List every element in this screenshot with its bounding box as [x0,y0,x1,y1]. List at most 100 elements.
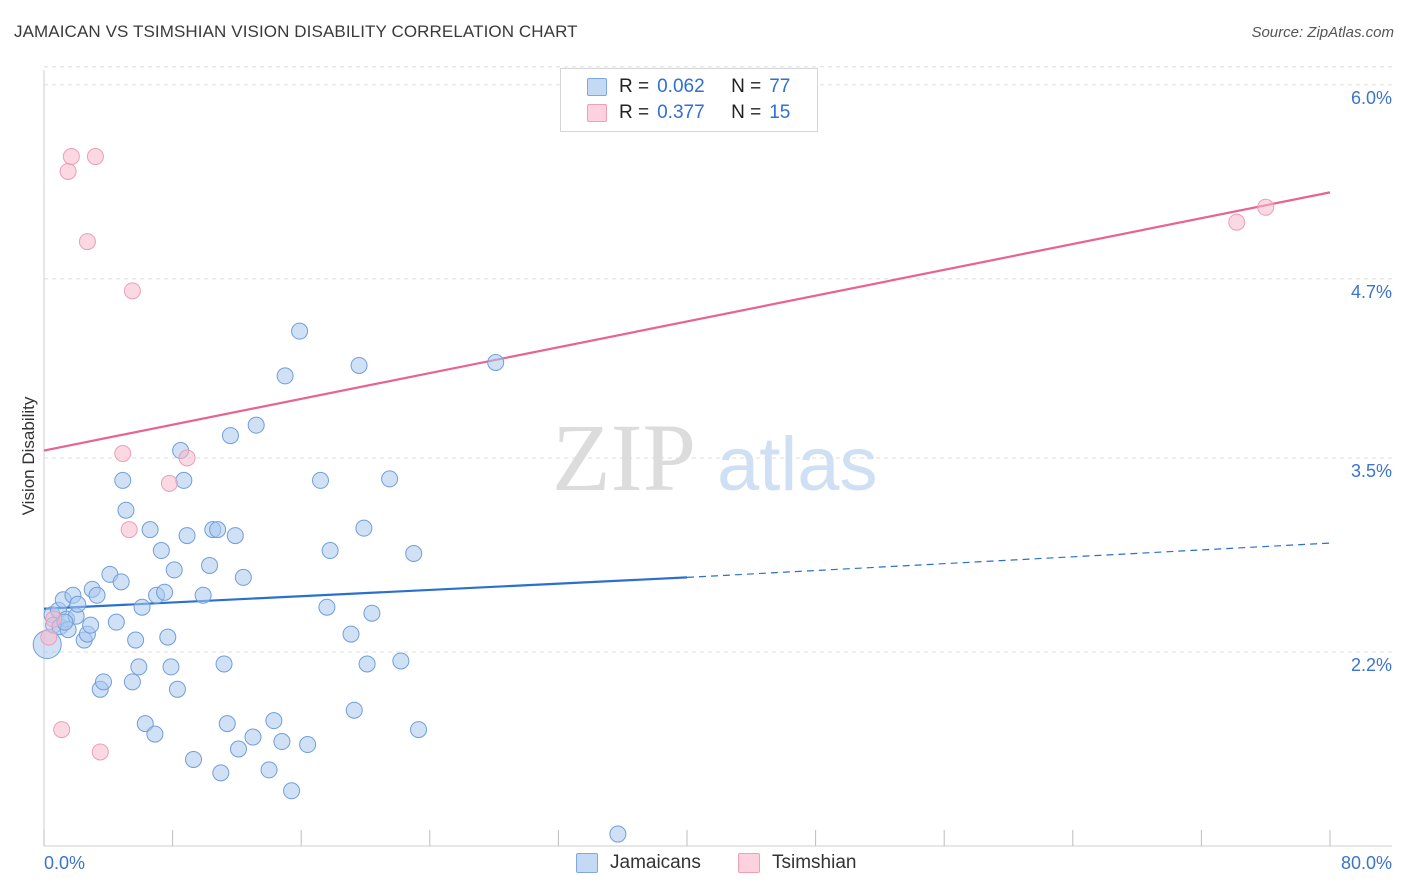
data-point [53,721,71,739]
data-point [117,501,135,519]
data-point [405,545,423,563]
trend-extension-jamaicans [686,542,1331,578]
legend-r-value: 0.062 [657,76,705,97]
data-point [265,712,283,730]
data-point [358,655,376,673]
data-point [133,598,151,616]
data-point [273,733,291,751]
data-point [487,353,505,371]
source-label: Source: ZipAtlas.com [1251,24,1394,41]
legend-n-label: N = [731,76,762,97]
watermark-zip: ZIP [552,404,696,511]
data-point [1257,198,1275,216]
series-label-tsimshian: Tsimshian [772,852,857,873]
data-point [247,416,265,434]
data-point [342,625,360,643]
data-point [283,782,301,800]
data-point [1228,213,1246,231]
axis-labels: 2.2% 3.5% 4.7% 6.0% 0.0% 80.0% Vision Disabili… [19,88,1392,873]
data-point [260,761,278,779]
data-point [318,598,336,616]
data-point [162,658,180,676]
data-point [141,521,159,539]
data-point [123,282,141,300]
data-point [178,527,196,545]
data-point [159,628,177,646]
legend-row-tsimshian: R = 0.377 N = 15 [587,101,790,125]
series-swatch-tsimshian [738,853,760,873]
legend-n-label: N = [731,102,762,123]
data-point [244,728,262,746]
data-point [321,542,339,560]
x-tick-label: 80.0% [1341,853,1392,873]
legend-r-label: R = [619,102,650,123]
correlation-legend: R = 0.062 N = 77 R = 0.377 N = 15 [560,68,818,132]
watermark-atlas: atlas [717,422,878,507]
data-point [78,233,96,251]
data-point [350,356,368,374]
data-point [112,573,130,591]
series-label-jamaicans: Jamaicans [610,852,701,873]
data-point [94,673,112,691]
y-tick-label: 4.7% [1351,282,1392,302]
data-point [276,367,294,385]
data-point [363,604,381,622]
y-tick-label: 2.2% [1351,655,1392,675]
series-legend: Jamaicans Tsimshian [0,852,1406,878]
trend-line-tsimshian [43,191,1331,452]
data-point [234,568,252,586]
data-point [184,750,202,768]
series-swatch-jamaicans [576,853,598,873]
data-point [160,474,178,492]
data-point [209,521,227,539]
data-point [114,445,132,463]
x-tick-label: 0.0% [44,853,85,873]
data-point [59,162,77,180]
legend-swatch-tsimshian [587,104,607,122]
series-legend-tsimshian[interactable]: Tsimshian [738,852,856,874]
data-point [392,652,410,670]
legend-r-value: 0.377 [657,102,705,123]
data-points [32,148,1275,843]
data-point [45,610,63,628]
data-point [130,658,148,676]
y-axis-label: Vision Disability [19,396,38,515]
series-legend-jamaicans[interactable]: Jamaicans [576,852,701,874]
data-point [127,631,145,649]
legend-n-value: 77 [769,76,791,97]
watermark: ZIP atlas [552,404,878,511]
data-point [355,519,373,537]
data-point [86,148,104,166]
data-point [218,715,236,733]
data-point [381,470,399,488]
data-point [175,471,193,489]
trend-line-jamaicans [43,576,688,610]
legend-n-value: 15 [769,102,791,123]
data-point [82,616,100,634]
data-point [88,586,106,604]
chart-title: JAMAICAN VS TSIMSHIAN VISION DISABILITY … [14,22,578,41]
data-point [136,715,154,733]
data-point [291,322,309,340]
data-point [165,561,183,579]
data-point [221,427,239,445]
data-point [146,725,164,743]
data-point [178,449,196,467]
legend-row-jamaicans: R = 0.062 N = 77 [587,75,790,99]
y-tick-label: 3.5% [1351,461,1392,481]
data-point [107,613,125,631]
data-point [91,743,109,761]
data-point [114,471,132,489]
data-point [230,740,248,758]
series-tsimshian [40,148,1275,761]
data-point [152,542,170,560]
series-jamaicans [32,322,627,843]
legend-swatch-jamaicans [587,78,607,96]
legend-r-label: R = [619,76,650,97]
data-point [168,680,186,698]
data-point [609,825,627,843]
axes [43,70,1392,847]
data-point [120,521,138,539]
data-point [156,583,174,601]
